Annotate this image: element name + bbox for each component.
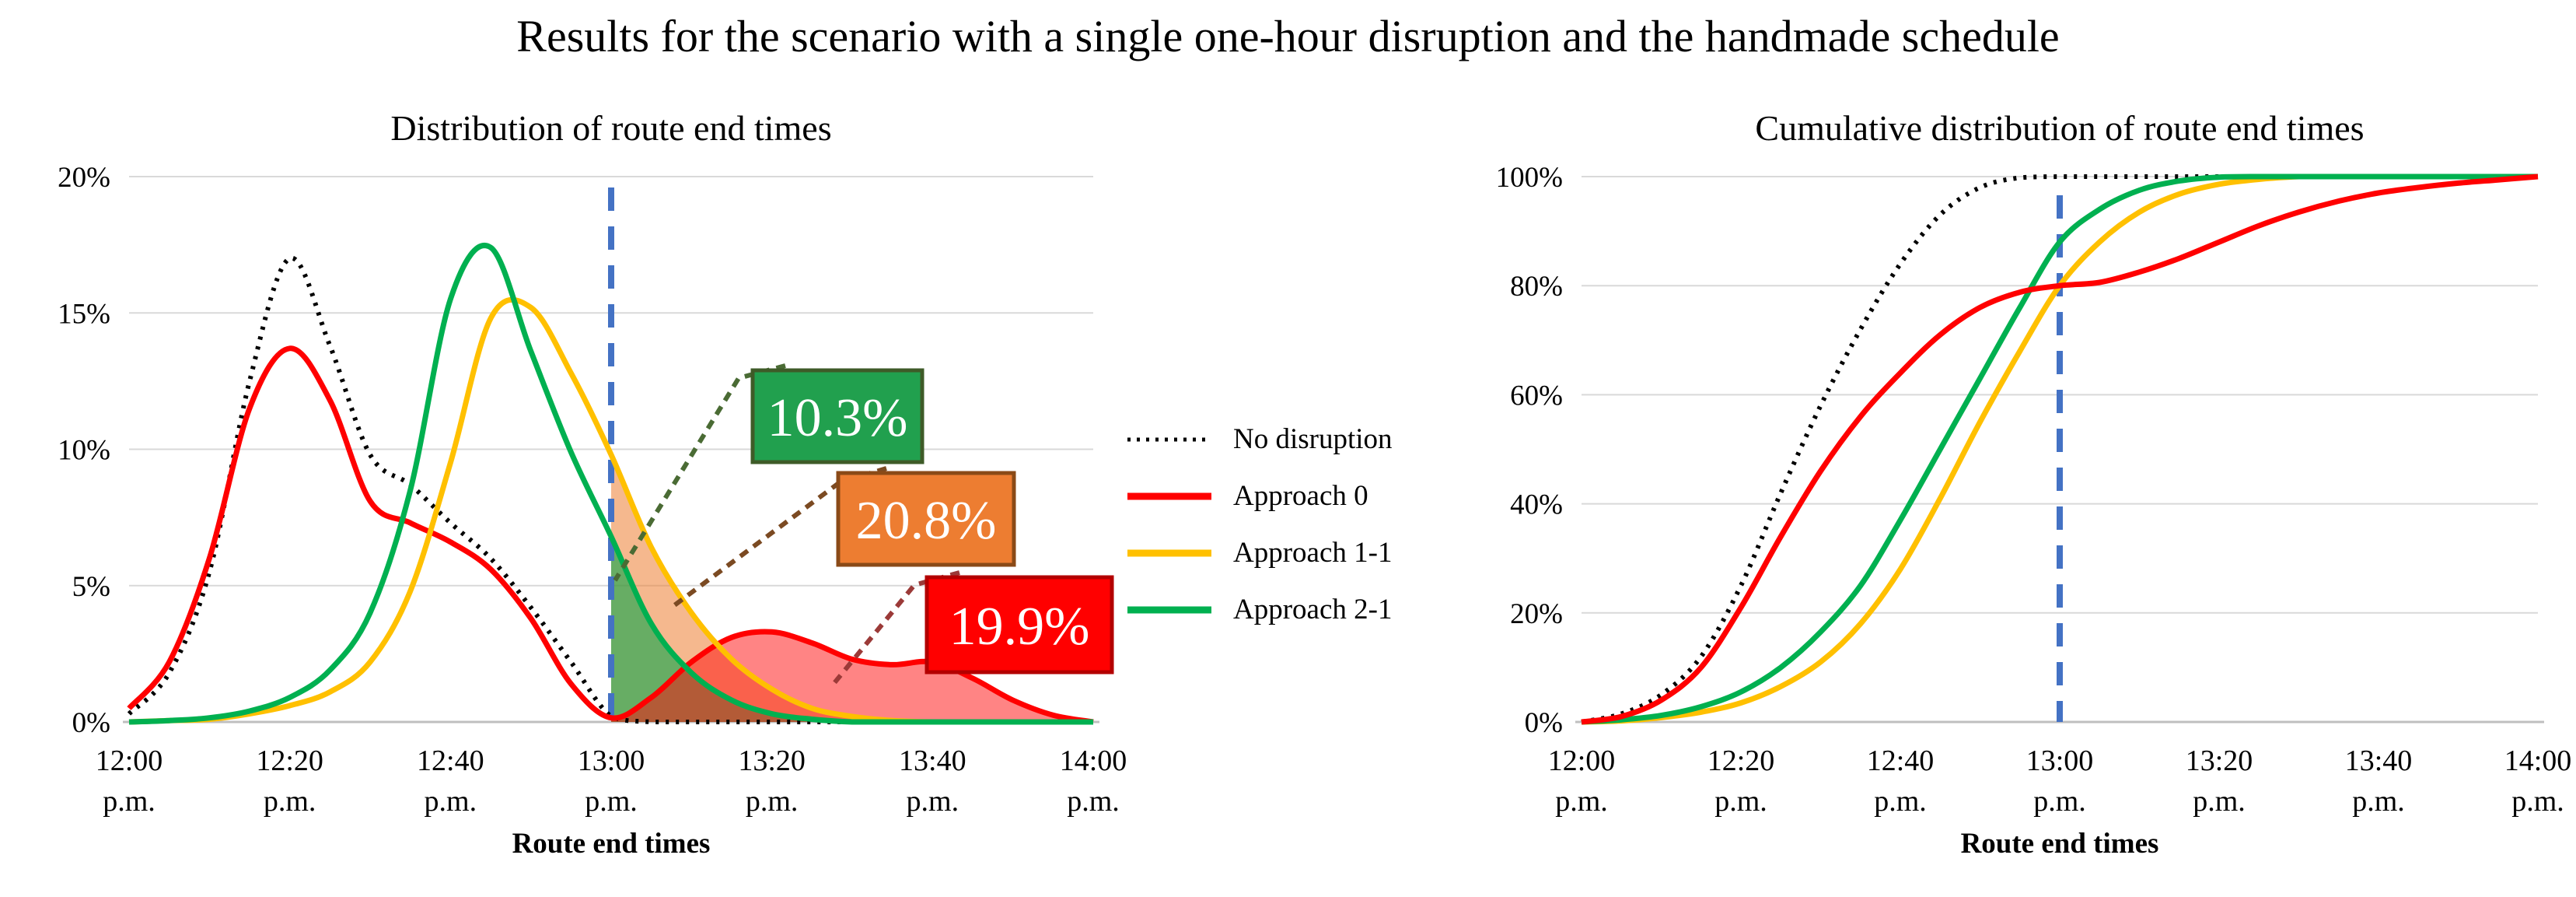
x-axis-title: Route end times [512, 828, 711, 860]
x-tick-label-time: 12:40 [417, 745, 484, 777]
x-tick-label-suffix: p.m. [746, 785, 799, 818]
y-tick-label: 60% [1510, 380, 1563, 412]
legend-item-no-disruption: No disruption [1126, 411, 1460, 468]
x-tick-label-time: 14:00 [2504, 745, 2572, 777]
x-tick-label-time: 13:40 [2345, 745, 2413, 777]
y-tick-label: 100% [1496, 162, 1563, 194]
annotation-label-approach-1-1: 20.8% [856, 491, 997, 551]
legend-label: Approach 1-1 [1233, 537, 1393, 569]
annotation-label-approach-2-1: 10.3% [767, 388, 908, 448]
x-tick-label-time: 12:00 [1548, 745, 1616, 777]
x-tick-label-suffix: p.m. [103, 785, 156, 818]
x-tick-label-time: 13:40 [899, 745, 966, 777]
annotation-leader-approach-0 [828, 570, 960, 689]
x-axis-title: Route end times [1961, 828, 2159, 860]
cumulative-distribution-chart: 0% 20% 40% 60% 80% 100% 12:00 p.m. 12:20 p.m. 12:4… [1496, 162, 2572, 860]
series-line-approach-2-1 [1581, 173, 2538, 725]
x-tick-label-suffix: p.m. [2033, 785, 2086, 818]
series-line-approach-2-1 [128, 243, 1093, 725]
x-tick-label-suffix: p.m. [264, 785, 316, 818]
x-tick-label-time: 14:00 [1060, 745, 1127, 777]
legend-line-sample-no-disruption [1127, 437, 1211, 441]
annotation-label-approach-0: 19.9% [949, 597, 1090, 657]
x-tick-label-suffix: p.m. [585, 785, 638, 818]
x-tick-label-suffix: p.m. [1555, 785, 1608, 818]
y-tick-label: 15% [58, 298, 110, 330]
y-tick-label: 40% [1510, 489, 1563, 521]
x-tick-label-suffix: p.m. [907, 785, 959, 818]
annotation-box-approach-1-1 [836, 471, 1016, 567]
legend-line-sample-approach-0 [1127, 492, 1211, 499]
y-tick-label: 0% [1525, 707, 1563, 739]
legend-item-approach-1-1: Approach 1-1 [1126, 524, 1460, 581]
x-tick-label-time: 13:20 [2186, 745, 2253, 777]
y-tick-label: 20% [58, 162, 110, 194]
left-chart-title: Distribution of route end times [390, 108, 832, 148]
y-tick-label: 80% [1510, 271, 1563, 303]
x-tick-label-time: 13:00 [2026, 745, 2094, 777]
series-line-no-disruption [127, 255, 1093, 724]
x-tick-label-time: 12:20 [1707, 745, 1775, 777]
y-tick-label: 10% [58, 435, 110, 467]
x-tick-label-suffix: p.m. [1714, 785, 1767, 818]
legend-label: Approach 2-1 [1233, 594, 1393, 625]
series-line-approach-0 [127, 345, 1094, 725]
legend-item-approach-0: Approach 0 [1126, 468, 1460, 524]
legend-line-sample-approach-2-1 [1127, 606, 1211, 613]
x-tick-label-suffix: p.m. [2352, 785, 2405, 818]
x-tick-label-time: 12:00 [96, 745, 163, 777]
legend: No disruption Approach 0 Approach 1-1 Appro… [1126, 411, 1460, 638]
x-tick-label-suffix: p.m. [2511, 785, 2564, 818]
figure-title: Results for the scenario with a single o… [516, 11, 2060, 61]
x-tick-label-suffix: p.m. [2193, 785, 2246, 818]
right-chart-title: Cumulative distribution of route end tim… [1755, 108, 2365, 148]
x-tick-label-time: 13:20 [738, 745, 806, 777]
x-tick-label-suffix: p.m. [425, 785, 477, 818]
legend-label: Approach 0 [1233, 480, 1368, 512]
x-tick-label-suffix: p.m. [1067, 785, 1120, 818]
distribution-chart: 0% 5% 10% 15% 20% 12:00 p.m. 12:20 p.m. 12:40 p.m.… [58, 162, 1127, 860]
annotation-box-approach-0 [924, 575, 1114, 675]
x-tick-label-time: 12:20 [256, 745, 323, 777]
y-tick-label: 0% [72, 707, 110, 739]
y-tick-label: 20% [1510, 598, 1563, 630]
x-tick-label-time: 13:00 [578, 745, 645, 777]
legend-item-approach-2-1: Approach 2-1 [1126, 581, 1460, 638]
legend-label: No disruption [1233, 423, 1393, 455]
x-tick-label-suffix: p.m. [1874, 785, 1927, 818]
legend-line-sample-approach-1-1 [1127, 549, 1211, 556]
annotation-box-approach-2-1 [750, 368, 924, 464]
y-tick-label: 5% [72, 571, 110, 603]
x-tick-label-time: 12:40 [1867, 745, 1935, 777]
series-line-approach-0 [1581, 173, 2539, 725]
